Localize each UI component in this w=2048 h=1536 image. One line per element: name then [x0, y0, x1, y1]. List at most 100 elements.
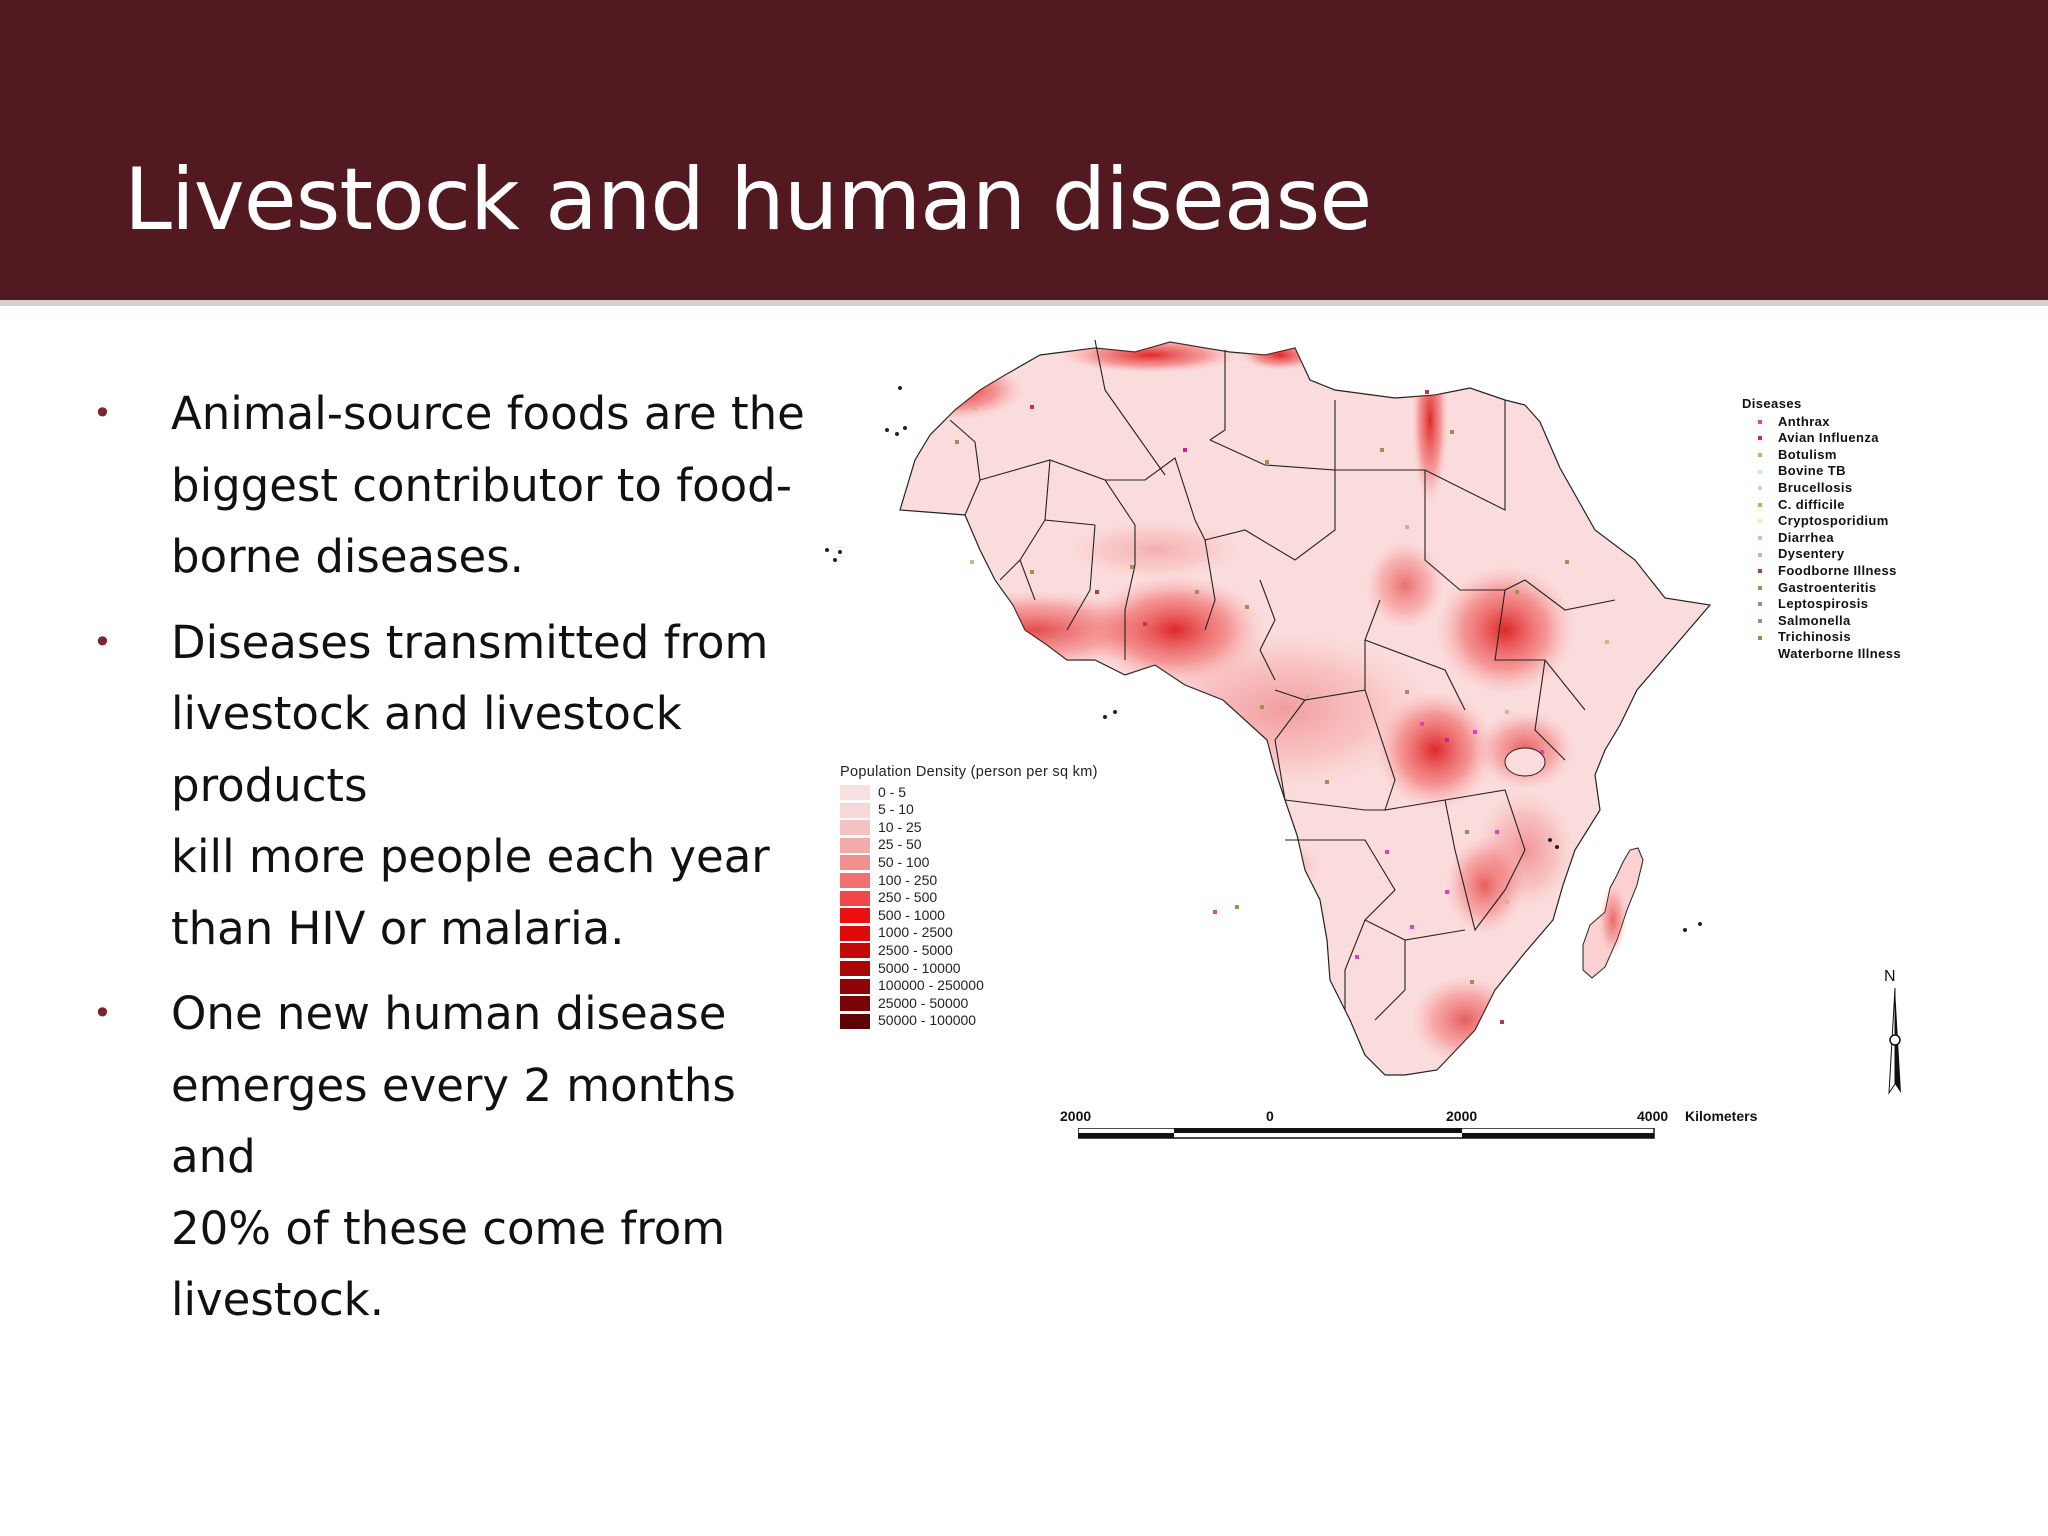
bullet-marker: • [93, 394, 112, 432]
islands [825, 386, 1702, 932]
disease-marker-swatch [1758, 569, 1762, 574]
population-legend-item: 500 - 1000 [840, 907, 1098, 925]
disease-legend-label: Bovine TB [1778, 463, 1846, 479]
population-legend-swatch [840, 925, 870, 941]
disease-marker-swatch [1758, 486, 1762, 491]
lake-victoria [1504, 747, 1546, 777]
disease-legend-item: Dysentery [1742, 546, 1901, 563]
population-legend-label: 2500 - 5000 [878, 942, 953, 958]
bullet-list: • Animal-source foods are the biggest co… [85, 378, 825, 1350]
slide-title: Livestock and human disease [124, 150, 1372, 250]
disease-legend-item: Gastroenteritis [1742, 580, 1901, 597]
disease-legend-label: Leptospirosis [1778, 596, 1869, 612]
population-legend-swatch [840, 890, 870, 906]
population-legend-label: 50 - 100 [878, 854, 930, 871]
disease-marker-swatch [1758, 585, 1762, 590]
population-legend-item: 2500 - 5000 [840, 942, 1098, 960]
north-arrow: N [1880, 968, 1910, 1098]
map-canvas [825, 339, 1712, 1076]
north-label: N [1884, 968, 1896, 985]
country-borders [949, 339, 1616, 1021]
scale-bar: 2000 0 2000 4000 Kilometers [1060, 1108, 1780, 1148]
disease-legend-item: Cryptosporidium [1742, 513, 1901, 530]
bullet-marker: • [93, 622, 112, 661]
population-legend-swatch [840, 960, 870, 976]
disease-marker-swatch [1758, 536, 1762, 541]
disease-legend-item: Trichinosis [1742, 629, 1901, 646]
disease-legend-item: Anthrax [1742, 414, 1901, 431]
disease-legend-item: Bovine TB [1742, 463, 1901, 480]
population-legend-swatch [840, 908, 870, 924]
scale-unit-label: Kilometers [1685, 1108, 1758, 1124]
disease-marker-swatch [1758, 519, 1762, 524]
disease-marker-swatch [1758, 552, 1762, 557]
disease-marker-swatch [1758, 502, 1762, 507]
disease-markers [955, 390, 1609, 1024]
bullet-marker: • [93, 994, 112, 1032]
population-legend-item: 100000 - 250000 [840, 977, 1098, 995]
disease-legend-label: C. difficile [1778, 496, 1845, 512]
population-legend-item: 25 - 50 [840, 836, 1098, 854]
population-legend-item: 5 - 10 [840, 801, 1098, 819]
scale-bar-graphic [1078, 1128, 1655, 1139]
bullet-text: Diseases transmitted from livestock and … [171, 615, 770, 955]
population-legend-item: 25000 - 50000 [840, 995, 1098, 1013]
population-legend-label: 1000 - 2500 [878, 924, 953, 941]
disease-legend-label: Waterborne Illness [1778, 645, 1902, 661]
disease-legend-item: Foodborne Illness [1742, 563, 1901, 580]
population-legend-label: 5 - 10 [878, 801, 914, 818]
population-legend-swatch [840, 855, 870, 871]
population-legend-label: 50000 - 100000 [878, 1012, 977, 1029]
disease-legend-item: Botulism [1742, 447, 1901, 464]
scale-tick-label: 2000 [1060, 1108, 1092, 1124]
disease-marker-swatch [1758, 635, 1762, 640]
population-legend-label: 500 - 1000 [878, 906, 945, 923]
disease-legend-label: Diarrhea [1778, 529, 1834, 545]
disease-legend-label: Botulism [1778, 446, 1837, 462]
population-legend-item: 0 - 5 [840, 784, 1098, 802]
population-legend-item: 10 - 25 [840, 819, 1098, 837]
population-legend-label: 100000 - 250000 [878, 977, 984, 994]
scale-tick-label: 4000 [1637, 1108, 1669, 1124]
population-legend-swatch [840, 1013, 870, 1029]
disease-legend-item: Leptospirosis [1742, 596, 1901, 613]
disease-legend-label: Anthrax [1778, 413, 1830, 429]
population-legend-item: 1000 - 2500 [840, 924, 1098, 942]
population-legend-item: 50000 - 100000 [840, 1012, 1098, 1030]
africa-disease-map [805, 330, 2030, 1200]
bullet-item: • Diseases transmitted from livestock an… [85, 607, 825, 965]
population-legend-swatch [840, 820, 870, 836]
disease-legend-label: Salmonella [1778, 612, 1851, 628]
population-legend-swatch [840, 802, 870, 818]
disease-legend-item: C. difficile [1742, 497, 1901, 514]
scale-tick-label: 0 [1266, 1108, 1274, 1124]
disease-legend-item: Waterborne Illness [1742, 646, 1901, 663]
north-arrow-icon [1888, 988, 1901, 1095]
population-legend-item: 50 - 100 [840, 854, 1098, 872]
disease-legend-label: Cryptosporidium [1778, 513, 1889, 529]
population-legend-title: Population Density (person per sq km) [840, 764, 1098, 780]
population-legend-swatch [840, 943, 870, 959]
disease-legend-label: Gastroenteritis [1778, 579, 1877, 595]
population-legend-label: 25000 - 50000 [878, 994, 969, 1011]
disease-marker-swatch [1758, 469, 1762, 474]
disease-marker-swatch [1758, 453, 1762, 458]
title-divider [0, 300, 2048, 306]
disease-legend-label: Foodborne Illness [1778, 562, 1897, 578]
bullet-text: One new human disease emerges every 2 mo… [171, 987, 736, 1326]
population-legend-label: 25 - 50 [878, 836, 922, 853]
disease-marker-swatch [1758, 419, 1762, 424]
disease-marker-swatch [1758, 652, 1762, 657]
disease-legend-label: Trichinosis [1778, 629, 1852, 645]
disease-legend-item: Salmonella [1742, 613, 1901, 630]
population-legend-swatch [840, 837, 870, 853]
diseases-legend: Diseases Anthrax Avian Influenza Botulism B… [1742, 396, 1901, 663]
population-legend-label: 0 - 5 [878, 783, 907, 800]
population-legend-label: 10 - 25 [878, 818, 922, 835]
disease-legend-label: Dysentery [1778, 546, 1845, 562]
population-density-legend: Population Density (person per sq km) 0 … [840, 764, 1098, 1030]
population-legend-label: 100 - 250 [878, 871, 938, 888]
bullet-item: • Animal-source foods are the biggest co… [85, 378, 825, 593]
population-legend-label: 5000 - 10000 [878, 959, 961, 976]
population-legend-item: 100 - 250 [840, 872, 1098, 890]
